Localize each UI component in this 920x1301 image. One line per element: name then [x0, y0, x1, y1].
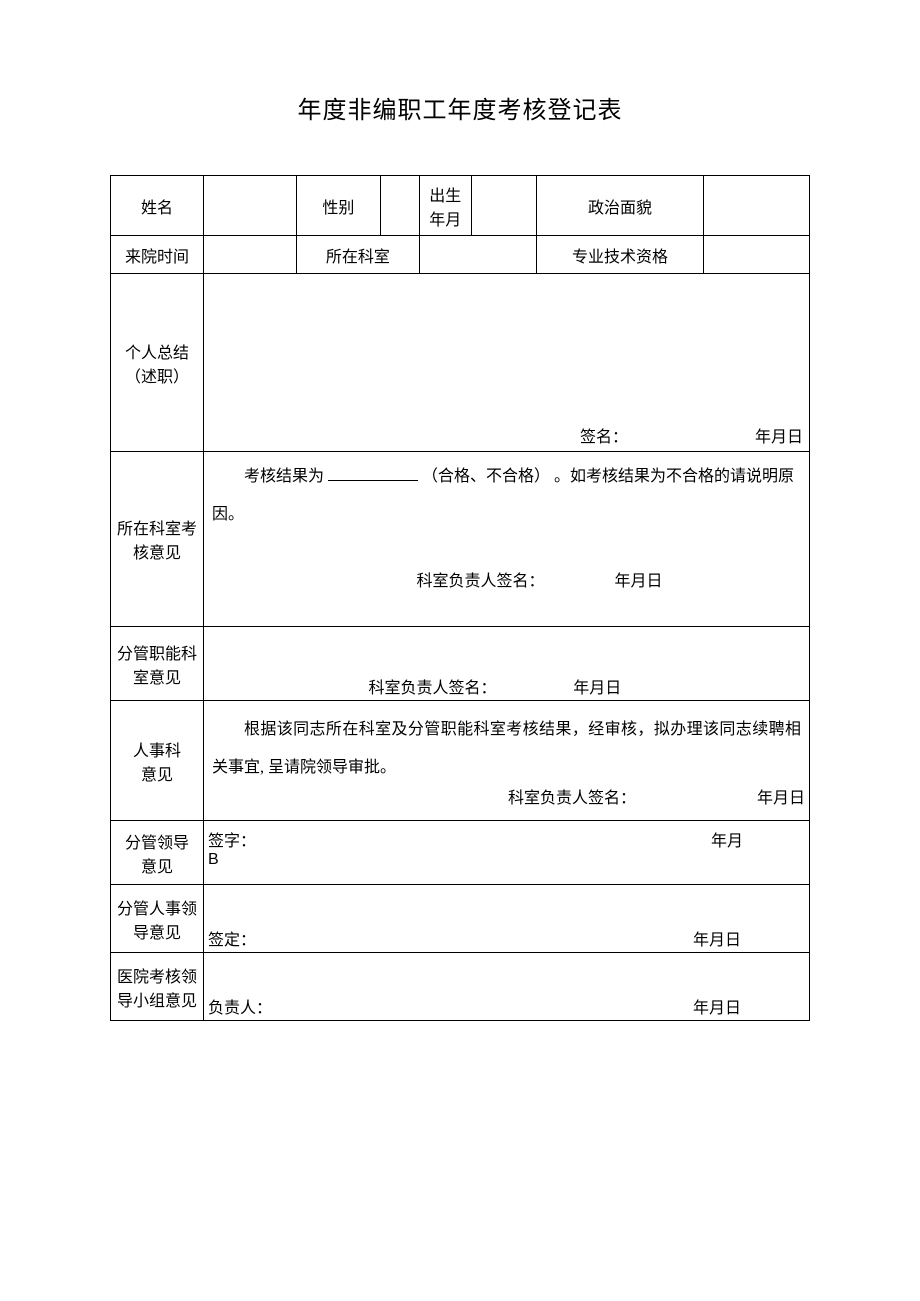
leader-opinion-body: 签字： 年月 B	[203, 821, 809, 885]
qual-label: 专业技术资格	[536, 236, 704, 274]
dob-label: 出生 年月	[419, 176, 471, 236]
dept-opinion-body: 考核结果为 （合格、不合格） 。如考核结果为不合格的请说明原因。 科室负责人签名…	[203, 452, 809, 627]
name-value	[203, 176, 296, 236]
political-value	[704, 176, 810, 236]
func-opinion-body: 科室负责人签名： 年月日	[203, 627, 809, 701]
assessment-table: 姓名 性别 出生 年月 政治面貌 来院时间 所在科室 专业技术资格 个人总结 （…	[110, 175, 810, 1021]
hospital-date: 年月日	[693, 994, 801, 1018]
leader-opinion-label: 分管领导 意见	[111, 821, 204, 885]
dept-sig-date: 年月日	[548, 563, 728, 601]
hr-sig-label: 科室负责人签名：	[208, 780, 636, 818]
dept-label: 所在科室	[296, 236, 419, 274]
qual-value	[704, 236, 810, 274]
dept-opinion-pre: 考核结果为	[244, 468, 324, 485]
func-sig-date: 年月日	[506, 674, 688, 698]
name-label: 姓名	[111, 176, 204, 236]
hr-leader-opinion-body: 签定： 年月日	[203, 885, 809, 953]
summary-label: 个人总结 （述职）	[111, 274, 204, 452]
dept-sig-label: 科室负责人签名：	[284, 563, 544, 601]
hr-opinion-label: 人事科 意见	[111, 701, 204, 821]
hr-leader-sig-label: 签定：	[208, 926, 256, 950]
hospital-sig-label: 负责人：	[208, 994, 272, 1018]
hr-opinion-body: 根据该同志所在科室及分管职能科室考核结果，经审核，拟办理该同志续聘相关事宜, 呈…	[203, 701, 809, 821]
hospital-opinion-label: 医院考核领 导小组意见	[111, 953, 204, 1021]
summary-sig-label: 签名：	[210, 423, 628, 447]
hr-leader-opinion-label: 分管人事领 导意见	[111, 885, 204, 953]
dept-opinion-label: 所在科室考 核意见	[111, 452, 204, 627]
dept-value	[419, 236, 536, 274]
dob-value	[471, 176, 536, 236]
leader-date: 年月	[711, 827, 803, 851]
arrive-value	[203, 236, 296, 274]
hospital-opinion-body: 负责人： 年月日	[203, 953, 809, 1021]
gender-value	[380, 176, 419, 236]
hr-opinion-text: 根据该同志所在科室及分管职能科室考核结果，经审核，拟办理该同志续聘相关事宜, 呈…	[212, 721, 801, 776]
summary-body: 签名： 年月日	[203, 274, 809, 452]
gender-label: 性别	[296, 176, 380, 236]
political-label: 政治面貌	[536, 176, 704, 236]
leader-extra: B	[208, 851, 803, 869]
page-title: 年度非编职工年度考核登记表	[110, 90, 810, 125]
dept-opinion-blank	[328, 467, 418, 481]
leader-sig-label: 签字：	[208, 827, 256, 851]
func-opinion-label: 分管职能科 室意见	[111, 627, 204, 701]
hr-leader-date: 年月日	[693, 926, 801, 950]
hr-sig-date: 年月日	[757, 780, 805, 818]
func-sig-label: 科室负责人签名：	[204, 674, 507, 698]
summary-date: 年月日	[755, 423, 803, 447]
arrive-label: 来院时间	[111, 236, 204, 274]
